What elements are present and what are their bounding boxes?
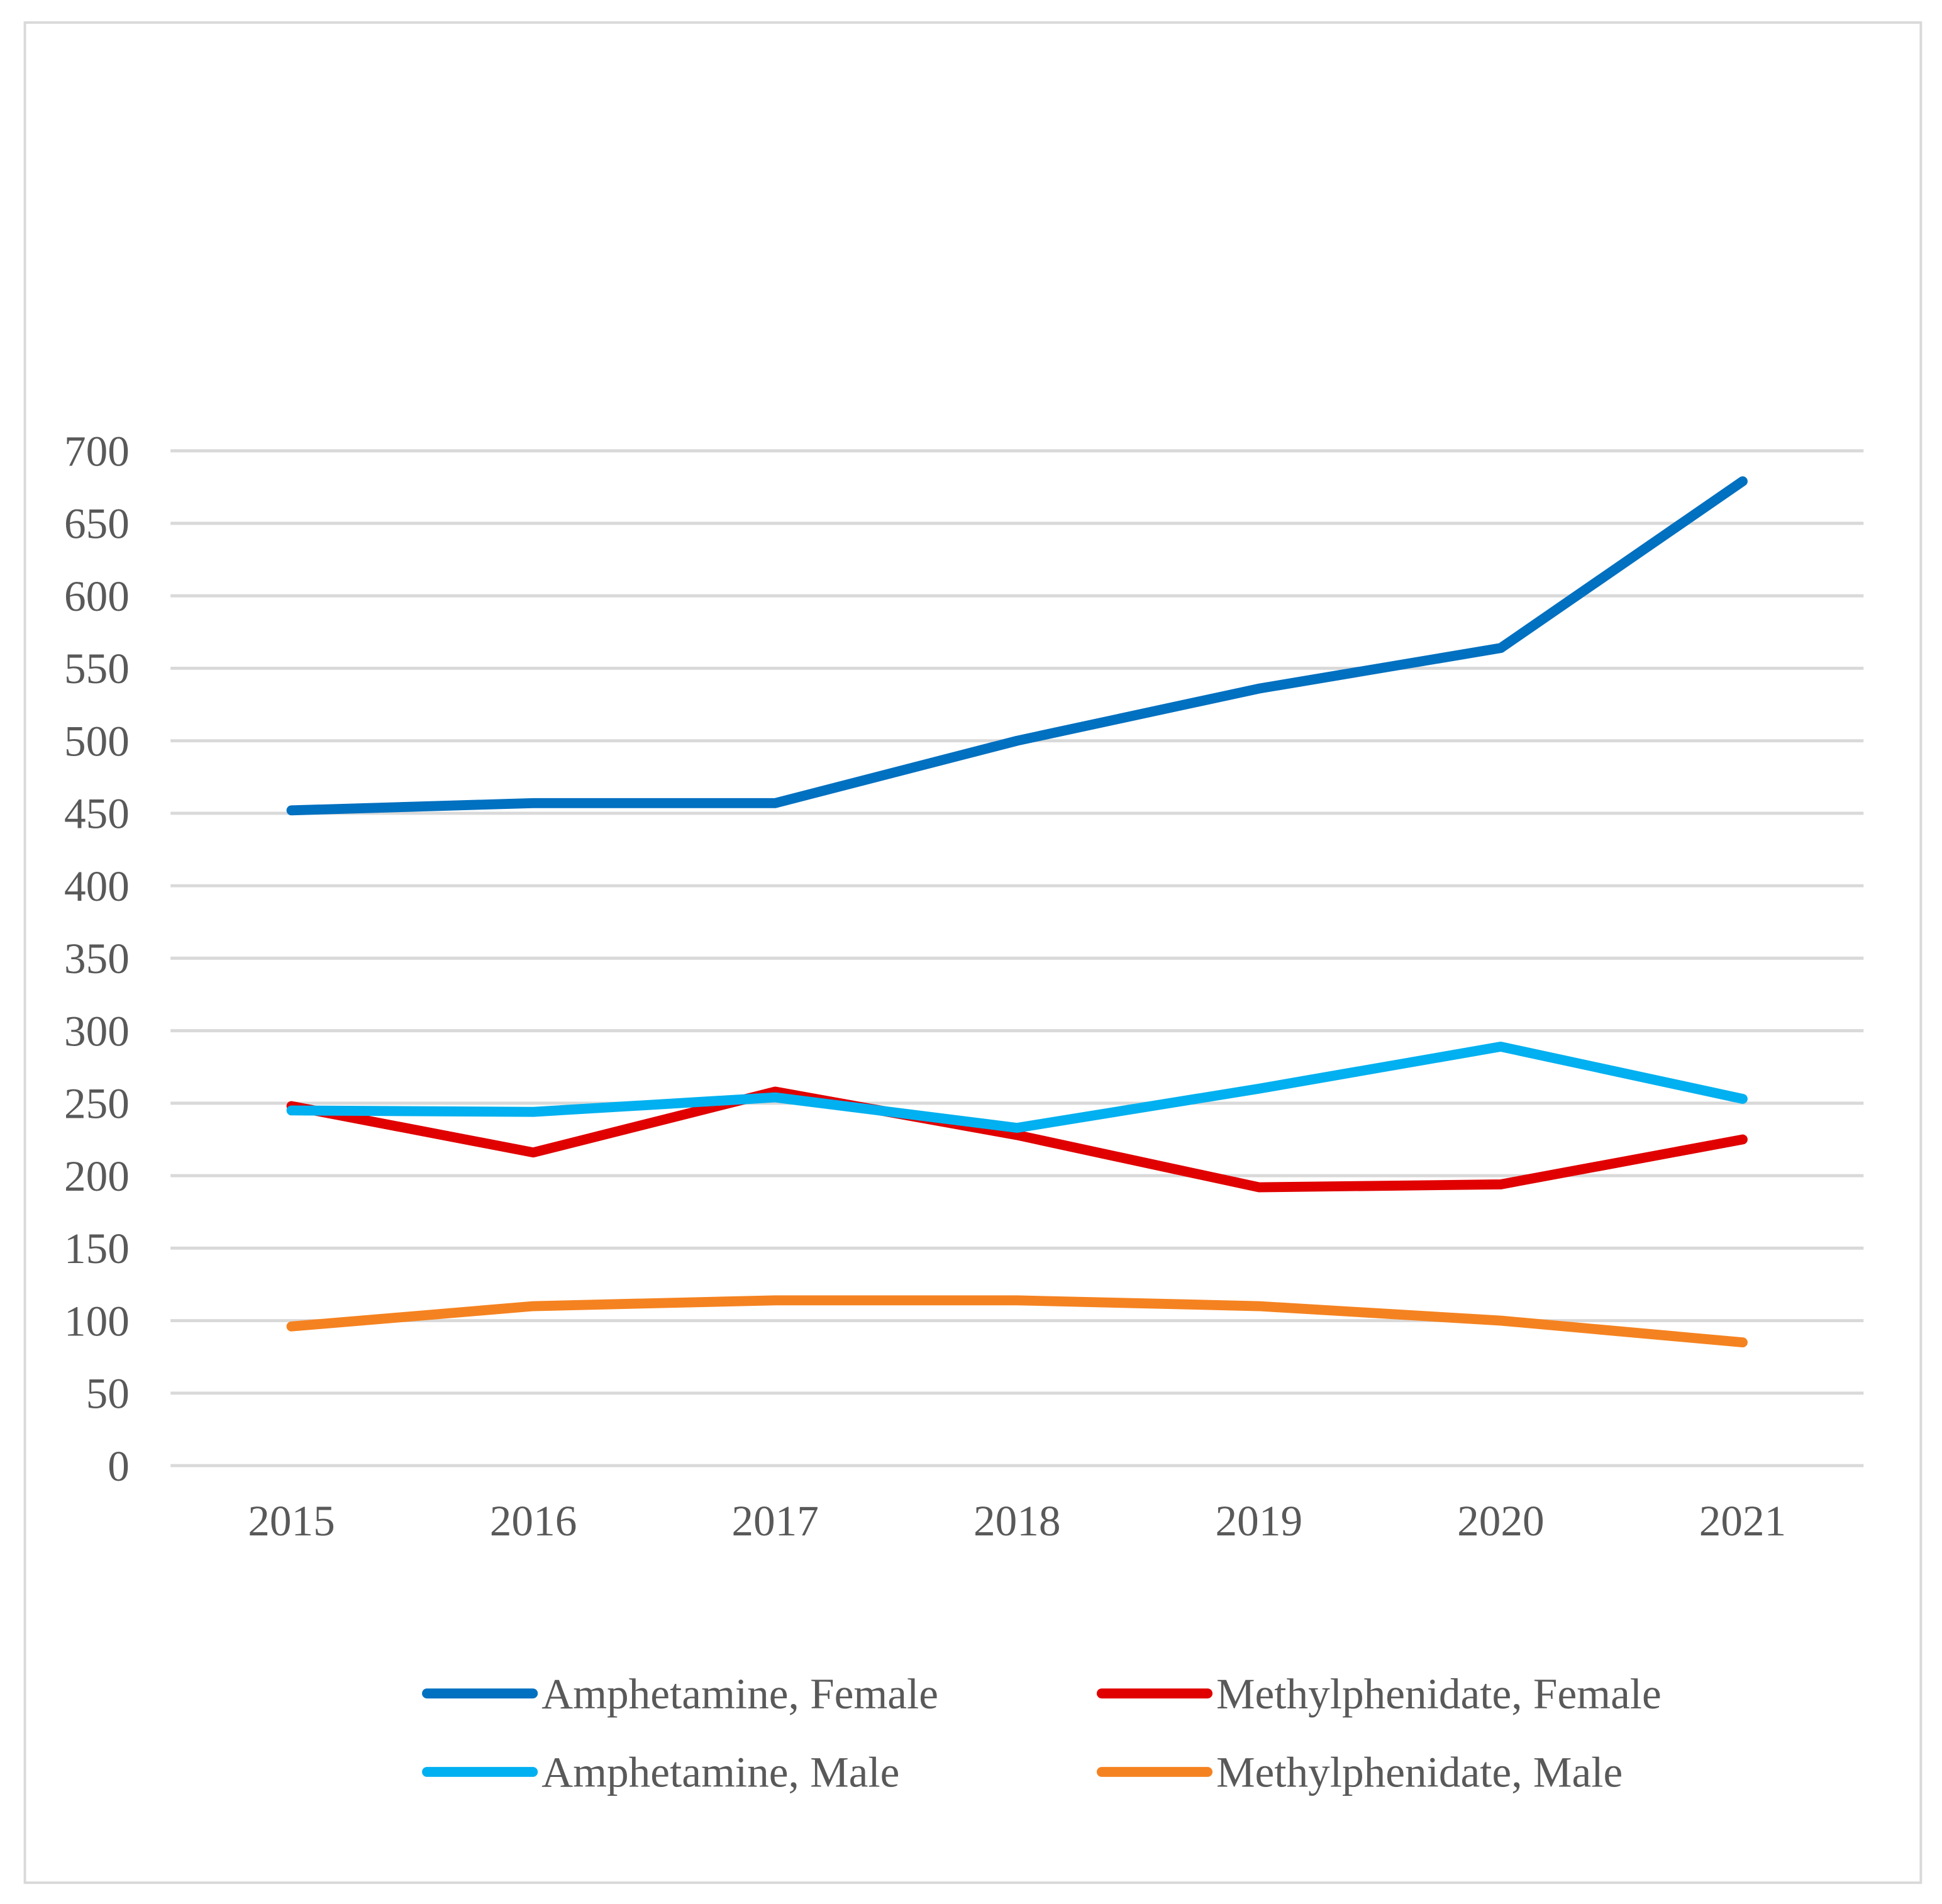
y-tick-label: 0 [108, 1442, 130, 1490]
legend-label: Methylphenidate, Male [1216, 1748, 1623, 1796]
y-tick-label: 100 [64, 1296, 130, 1345]
x-tick-label: 2018 [974, 1496, 1061, 1545]
series-line [286, 476, 1748, 816]
y-tick-label: 450 [64, 789, 130, 838]
legend-label: Amphetamine, Male [541, 1748, 899, 1796]
x-tick-label: 2016 [490, 1496, 577, 1545]
x-tick-label: 2019 [1216, 1496, 1303, 1545]
y-tick-label: 300 [64, 1006, 130, 1055]
series-line [286, 1042, 1748, 1133]
y-tick-label: 650 [64, 499, 130, 548]
y-tick-label: 700 [64, 427, 130, 476]
chart-border [23, 21, 1923, 1885]
legend-label: Methylphenidate, Female [1216, 1669, 1662, 1718]
x-tick-label: 2017 [731, 1496, 819, 1545]
y-tick-label: 150 [64, 1224, 130, 1272]
x-tick-label: 2020 [1457, 1496, 1545, 1545]
y-tick-label: 500 [64, 716, 130, 765]
y-tick-label: 350 [64, 934, 130, 983]
y-tick-label: 50 [86, 1369, 130, 1418]
y-tick-label: 550 [64, 644, 130, 693]
y-tick-label: 400 [64, 862, 130, 910]
series-line [286, 1295, 1748, 1348]
y-tick-label: 250 [64, 1079, 130, 1128]
series-line [286, 1086, 1748, 1193]
y-tick-label: 600 [64, 572, 130, 620]
x-tick-label: 2021 [1699, 1496, 1787, 1545]
y-tick-label: 200 [64, 1152, 130, 1200]
legend-label: Amphetamine, Female [541, 1669, 938, 1718]
x-tick-label: 2015 [248, 1496, 335, 1545]
